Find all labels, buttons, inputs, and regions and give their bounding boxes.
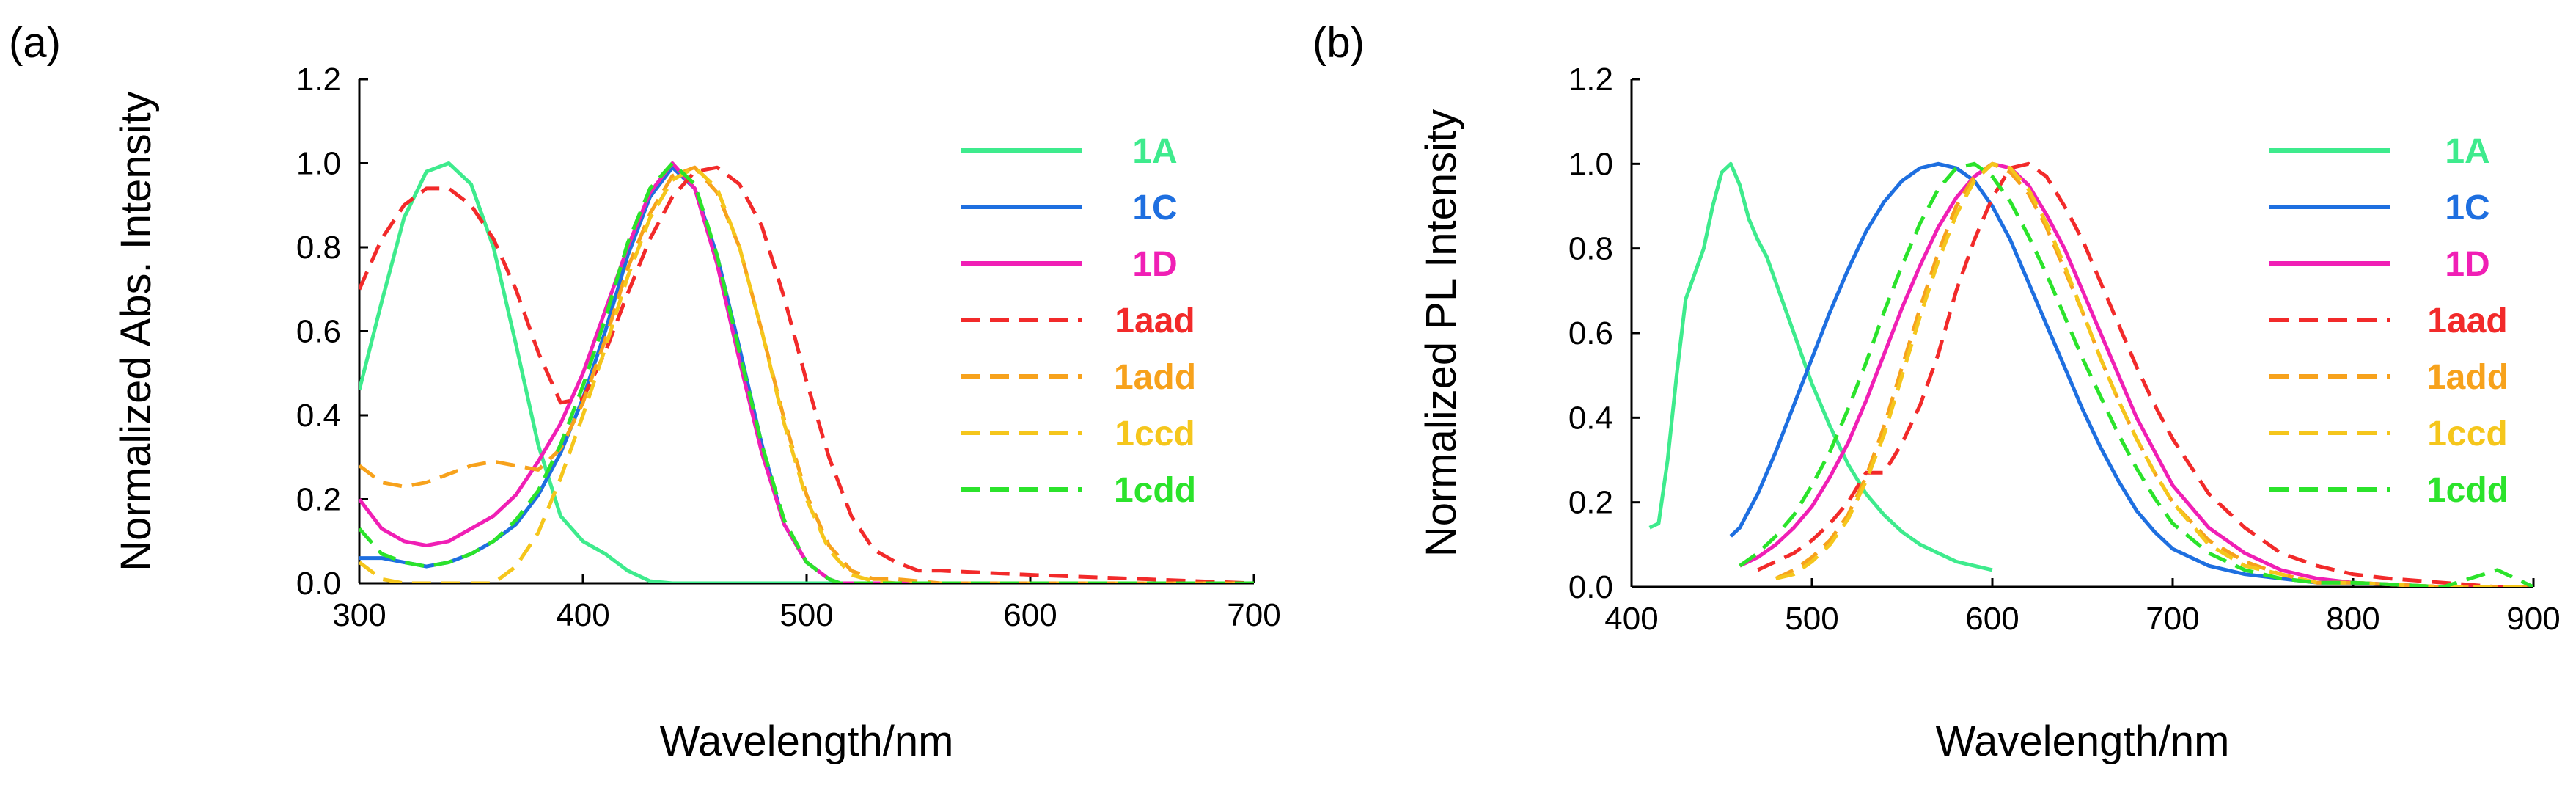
legend-label-1ccd: 1ccd	[2427, 415, 2507, 453]
legend-label-1D: 1D	[2445, 245, 2489, 284]
chart-panel-a: (a) 0.0 0.2 0.4 0.6 0.8 1.0 1.2 300 400 500 600 700 W…	[9, 19, 1281, 765]
legend-label-1cdd: 1cdd	[1114, 471, 1196, 510]
legend-label-1add: 1add	[2426, 358, 2509, 397]
y-axis-title: Normalized PL Intensity	[1417, 109, 1465, 557]
y-tick-label: 1.2	[296, 62, 341, 98]
legend-label-1aad: 1aad	[2427, 302, 2507, 340]
series-line-1A	[1648, 161, 1993, 572]
y-axis-title: Normalized Abs. Intensity	[112, 91, 160, 571]
x-tick-label: 300	[332, 597, 386, 633]
series-line-1aad	[1757, 161, 2533, 587]
legend-label-1add: 1add	[1114, 358, 1196, 397]
legend-label-1C: 1C	[2445, 189, 2489, 227]
y-tick-label: 0.6	[296, 314, 341, 350]
legend-label-1cdd: 1cdd	[2426, 471, 2509, 510]
series-line-1cdd	[359, 161, 1254, 583]
x-tick-label: 400	[1604, 601, 1658, 637]
x-axis-title: Wavelength/nm	[660, 718, 954, 765]
y-tick-label: 0.8	[1568, 231, 1613, 267]
series-line-1D	[1739, 161, 2533, 587]
x-tick-label: 600	[1003, 597, 1057, 633]
chart-panel-b: (b) 0.0 0.2 0.4 0.6 0.8 1.0 1.2 400 500 600 700 800 9…	[1313, 19, 2561, 765]
y-tick-label: 0.4	[1568, 400, 1613, 436]
x-tick-label: 600	[1965, 601, 2019, 637]
legend-label-1C: 1C	[1132, 189, 1177, 227]
legend-label-1aad: 1aad	[1115, 302, 1195, 340]
y-tick-label: 0.0	[296, 566, 341, 602]
y-tick-label: 0.2	[296, 482, 341, 518]
y-tick-label: 0.0	[1568, 569, 1613, 605]
legend-label-1A: 1A	[1132, 132, 1177, 171]
series-line-1cdd	[1739, 161, 2533, 587]
panel-label: (b)	[1313, 19, 1365, 67]
y-tick-label: 0.4	[296, 398, 341, 434]
x-tick-label: 800	[2326, 601, 2379, 637]
x-tick-label: 500	[779, 597, 833, 633]
x-tick-label: 700	[1227, 597, 1280, 633]
legend-label-1D: 1D	[1132, 245, 1177, 284]
series-line-1add	[1775, 161, 2533, 587]
y-tick-label: 1.0	[1568, 146, 1613, 182]
panel-label: (a)	[9, 19, 61, 67]
y-tick-label: 0.2	[1568, 485, 1613, 521]
legend-label-1ccd: 1ccd	[1115, 415, 1195, 453]
x-tick-label: 900	[2506, 601, 2560, 637]
y-tick-label: 1.2	[1568, 62, 1613, 98]
series-line-1ccd	[359, 165, 1254, 583]
series-line-1C	[1729, 161, 2533, 587]
y-tick-label: 1.0	[296, 146, 341, 182]
series-line-1aad	[359, 165, 1254, 583]
series-line-1ccd	[1775, 161, 2533, 587]
series-line-1A	[359, 161, 1254, 583]
y-tick-label: 0.6	[1568, 315, 1613, 351]
x-axis-title: Wavelength/nm	[1936, 718, 2230, 765]
y-tick-label: 0.8	[296, 230, 341, 266]
x-tick-label: 400	[556, 597, 609, 633]
x-tick-label: 700	[2146, 601, 2199, 637]
legend-label-1A: 1A	[2445, 132, 2489, 171]
x-tick-label: 500	[1785, 601, 1838, 637]
